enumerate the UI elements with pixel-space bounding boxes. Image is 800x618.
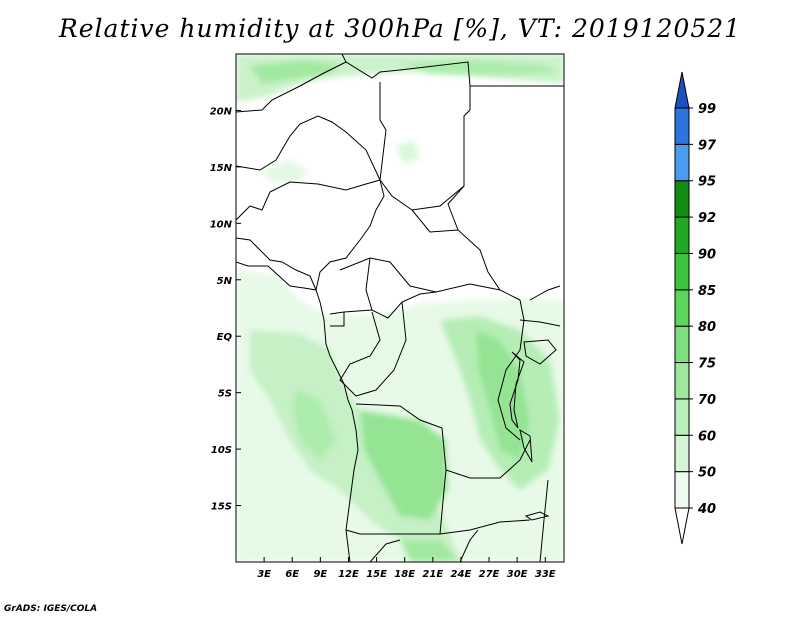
lat-tick-label: 10N [210,219,233,230]
lat-tick-label: 5S [218,389,232,400]
lon-tick-label: 9E [313,569,327,580]
lat-tick-label: 5N [217,276,233,287]
colorbar-lower-arrow [674,507,690,545]
colorbar-label: 60 [698,429,716,444]
lon-tick-label: 15E [366,569,387,580]
lon-tick-label: 27E [479,569,500,580]
colorbar-segment [674,434,690,473]
colorbar-segment [674,362,690,400]
colorbar-label: 40 [697,502,716,517]
colorbar: 40 50 60 70 75 80 85 90 92 95 97 99 [674,71,717,545]
latitude-axis: 20N 15N 10N 5N EQ 5S 10S 15S [210,106,241,513]
map-frame [235,53,565,563]
colorbar-segment [674,471,690,509]
lon-tick-label: 21E [422,569,443,580]
humidity-patch-chad [396,140,420,164]
longitude-axis: 3E 6E 9E 12E 15E 18E 21E 24E 27E 30E 33E [257,557,556,580]
colorbar-segment [674,398,690,436]
colorbar-segment [674,289,690,327]
humidity-area-zambia-core [360,410,448,520]
humidity-area-north-core [250,60,340,84]
map-title: Relative humidity at 300hPa [%], VT: 201… [58,14,742,43]
colorbar-segment [674,107,690,145]
colorbar-segment [674,216,690,254]
colorbar-segment [674,252,690,291]
lat-tick-label: 20N [210,106,233,117]
lon-tick-label: 3E [257,569,271,580]
colorbar-label: 80 [698,320,716,335]
humidity-area-east-core [476,330,530,460]
credit-label: GrADS: IGES/COLA [4,604,98,614]
country-borders [236,54,564,562]
colorbar-segment [674,325,690,364]
humidity-patch-sahel [262,160,310,184]
humidity-shading [236,54,564,562]
lon-tick-label: 33E [535,569,556,580]
lat-tick-label: EQ [217,332,233,343]
humidity-area-west-coast [292,390,336,460]
colorbar-label: 75 [698,357,716,372]
lon-tick-label: 24E [451,569,472,580]
lon-tick-label: 6E [285,569,299,580]
colorbar-label: 99 [698,102,716,117]
colorbar-segment [674,180,690,218]
colorbar-label: 70 [698,393,716,408]
colorbar-label: 92 [698,211,716,226]
humidity-area-south-core [400,540,460,562]
humidity-area-northeast-core [400,60,560,76]
lakes [509,339,557,521]
lat-tick-label: 15N [210,163,233,174]
colorbar-upper-arrow [674,71,690,109]
lon-tick-label: 30E [507,569,528,580]
colorbar-label: 85 [698,284,716,299]
lon-tick-label: 18E [394,569,415,580]
lon-tick-label: 12E [338,569,359,580]
colorbar-label: 90 [698,247,716,262]
colorbar-segment [674,143,690,182]
lat-tick-label: 10S [211,445,232,456]
colorbar-label: 97 [698,138,717,153]
colorbar-label: 50 [698,466,716,481]
colorbar-label: 95 [698,175,716,190]
lat-tick-label: 15S [211,502,232,513]
coastline [236,261,359,562]
